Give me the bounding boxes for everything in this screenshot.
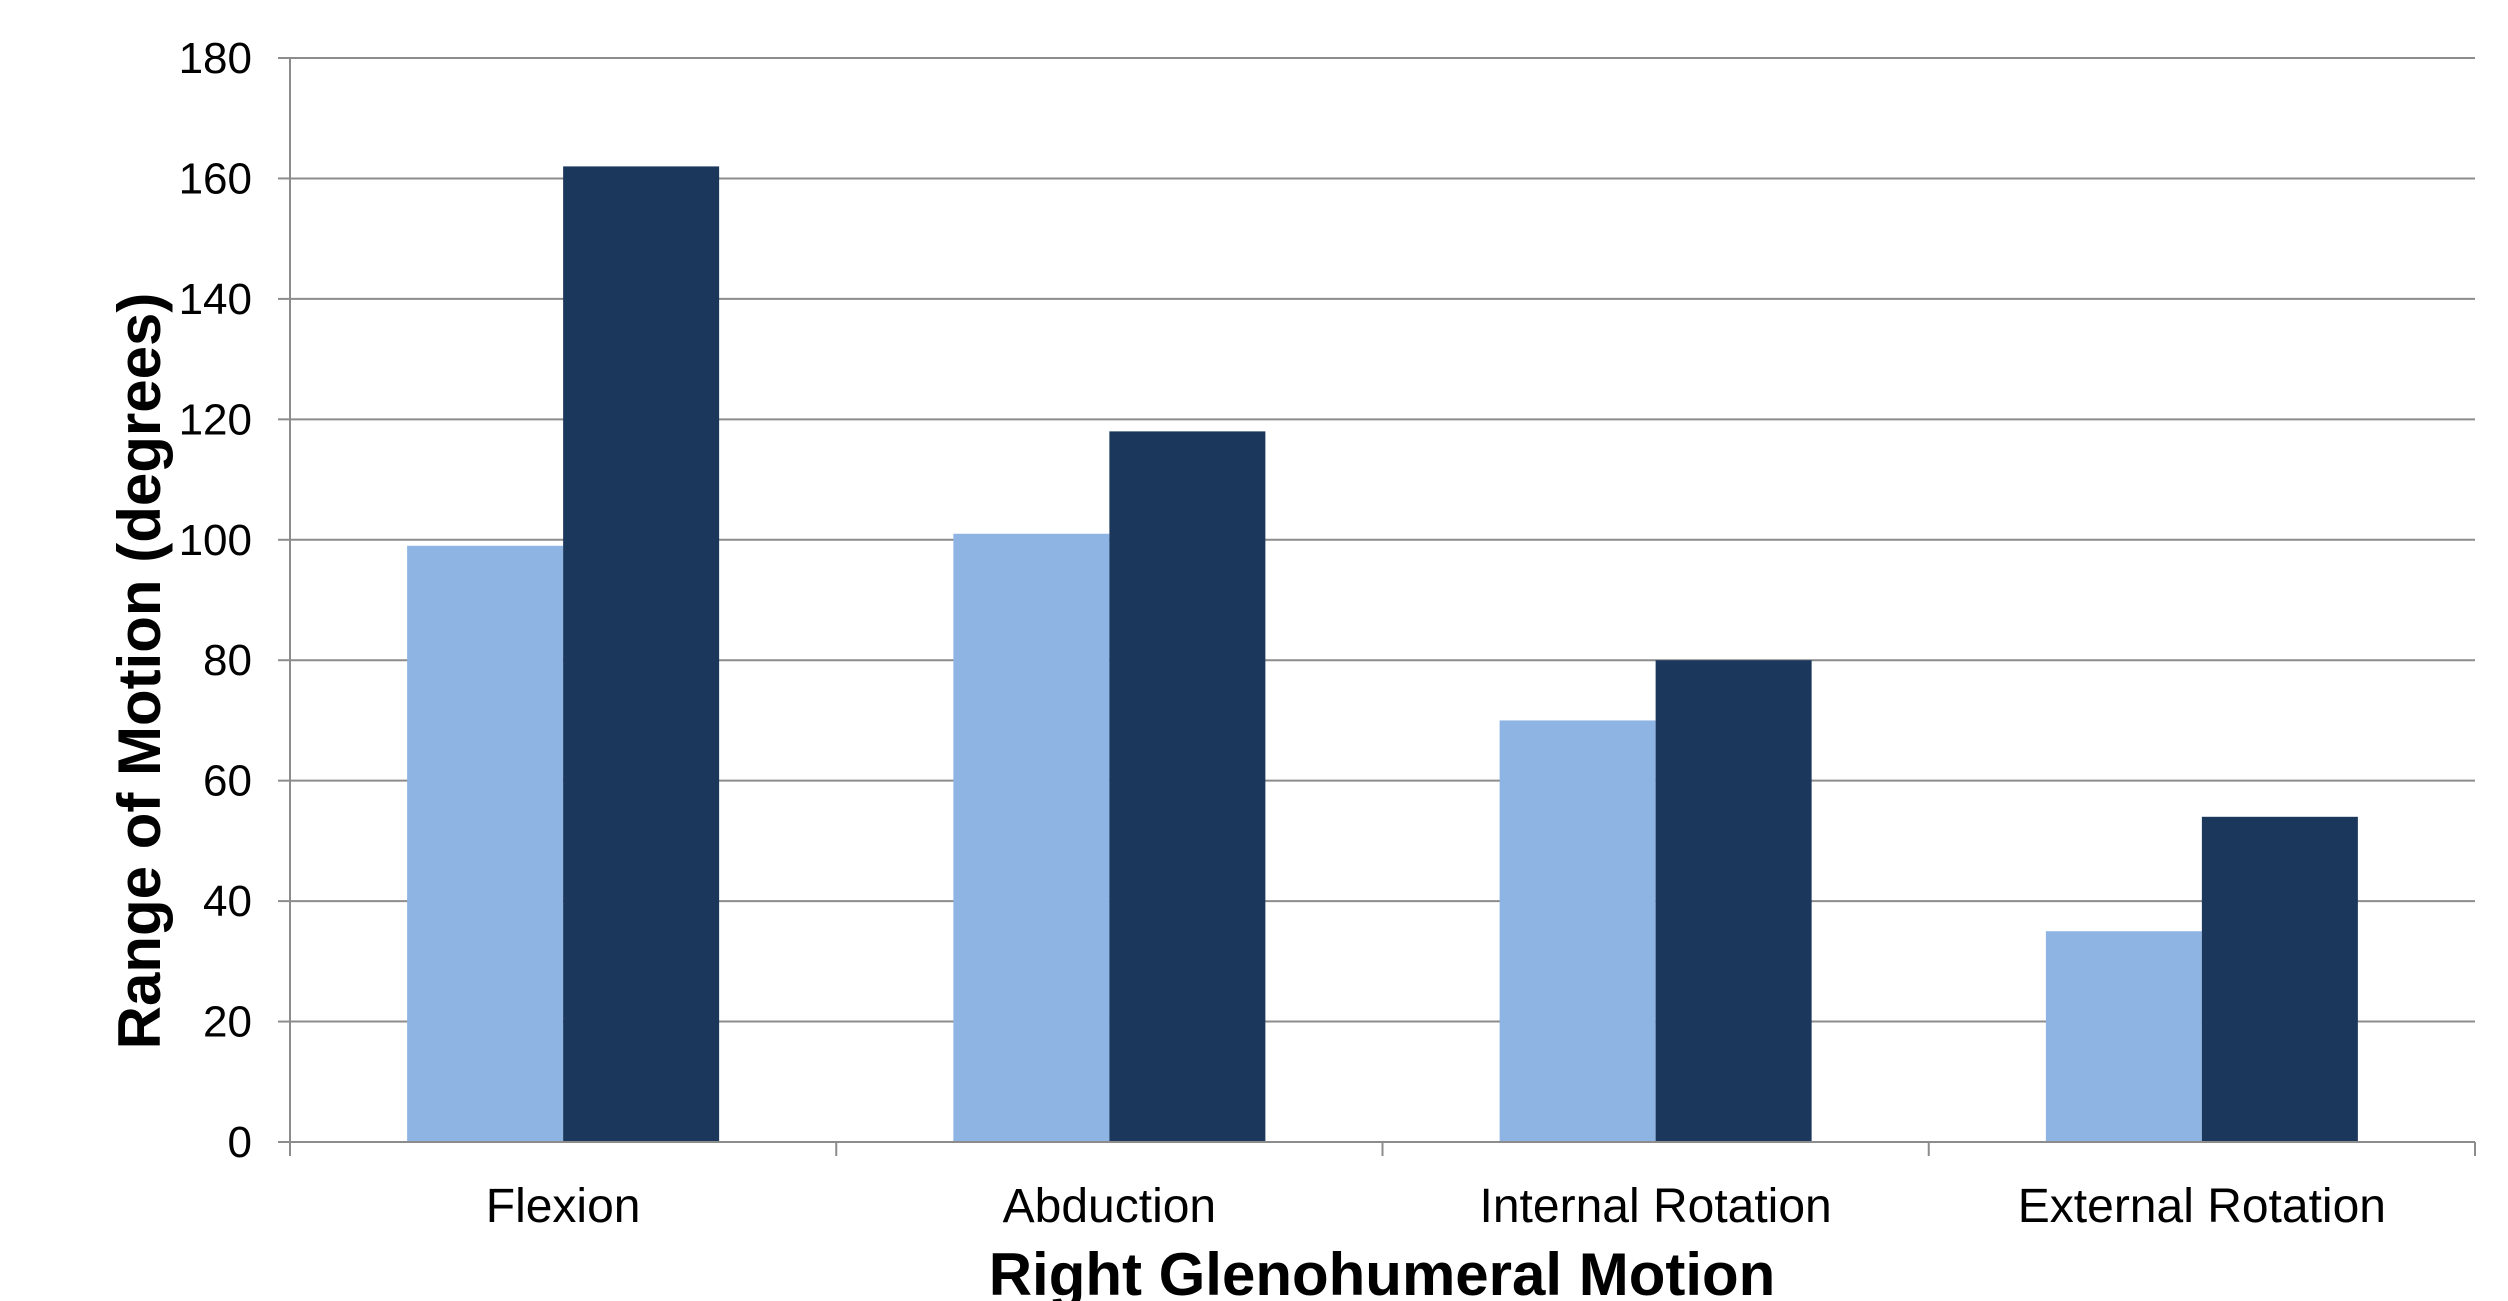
bar-internal-rotation-series-1 bbox=[1499, 720, 1656, 1142]
bar-external-rotation-series-2 bbox=[2201, 816, 2358, 1142]
x-axis-title: Right Glenohumeral Motion bbox=[989, 1241, 1776, 1301]
bar-abduction-series-1 bbox=[953, 533, 1110, 1142]
y-tick-label: 60 bbox=[203, 757, 252, 806]
y-tick-label: 80 bbox=[203, 636, 252, 685]
bar-internal-rotation-series-2 bbox=[1655, 660, 1812, 1142]
bar-external-rotation-series-1 bbox=[2045, 931, 2202, 1142]
bar-flexion-series-1 bbox=[407, 545, 564, 1142]
y-tick-label: 180 bbox=[179, 34, 252, 83]
y-tick-label: 120 bbox=[179, 395, 252, 444]
bar-abduction-series-2 bbox=[1109, 431, 1266, 1142]
y-tick-label: 100 bbox=[179, 516, 252, 565]
x-tick-labels: Flexion Abduction Internal Rotation Externa… bbox=[486, 1180, 2386, 1233]
x-tick-label: Internal Rotation bbox=[1480, 1180, 1832, 1233]
x-tick-label: Abduction bbox=[1003, 1180, 1217, 1233]
y-tick-labels: 0 20 40 60 80 100 120 140 160 180 bbox=[179, 34, 252, 1167]
y-tick-label: 40 bbox=[203, 877, 252, 926]
y-tick-label: 160 bbox=[179, 154, 252, 203]
bars bbox=[407, 166, 2358, 1142]
y-tick-label: 0 bbox=[228, 1118, 252, 1167]
y-tick-label: 20 bbox=[203, 998, 252, 1047]
x-tick-label: External Rotation bbox=[2018, 1180, 2386, 1233]
y-tick-label: 140 bbox=[179, 275, 252, 324]
bar-flexion-series-2 bbox=[563, 166, 720, 1142]
x-tick-label: Flexion bbox=[486, 1180, 641, 1233]
axes bbox=[289, 58, 2476, 1156]
y-axis-title: Range of Motion (degrees) bbox=[106, 293, 173, 1050]
